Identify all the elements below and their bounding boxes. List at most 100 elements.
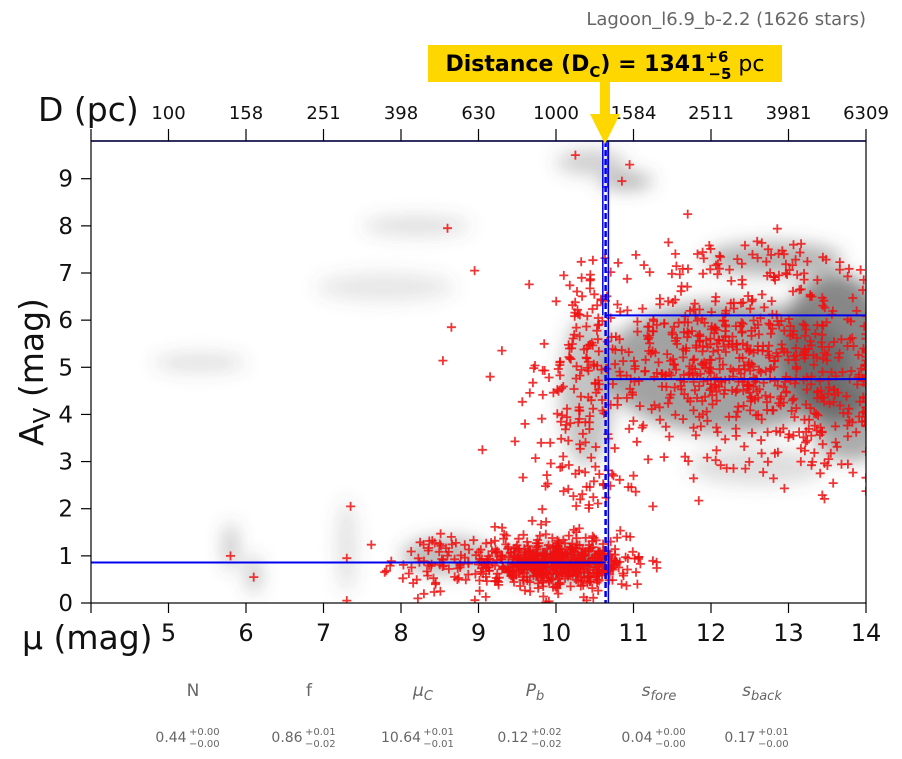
star-marker [792, 270, 802, 280]
star-marker [859, 275, 866, 285]
star-marker [592, 575, 602, 584]
star-marker [624, 347, 634, 357]
star-marker [582, 344, 592, 353]
param-value: 0.86 [271, 730, 302, 746]
star-marker [647, 404, 657, 414]
star-marker [461, 575, 471, 585]
star-marker [817, 293, 827, 303]
star-marker [818, 321, 828, 331]
star-marker [551, 296, 561, 306]
star-marker [848, 293, 858, 303]
star-marker [820, 494, 829, 504]
star-marker [689, 473, 699, 483]
distance-arrow-head [590, 114, 620, 144]
star-marker [611, 332, 621, 342]
star-marker [728, 332, 737, 342]
star-marker [763, 457, 773, 467]
star-marker [728, 342, 738, 352]
star-marker [779, 382, 789, 392]
star-marker [668, 298, 678, 307]
star-marker [790, 412, 799, 422]
star-marker [564, 460, 574, 470]
star-marker [560, 538, 570, 548]
star-marker [589, 361, 599, 371]
star-marker [737, 259, 747, 269]
star-marker [536, 438, 546, 448]
star-marker [761, 257, 771, 267]
star-marker [423, 546, 433, 555]
star-marker [777, 344, 787, 354]
star-marker [853, 350, 863, 360]
star-marker [598, 539, 608, 549]
top-tick-label: 100 [151, 103, 185, 124]
star-marker [648, 501, 658, 511]
star-marker [696, 421, 706, 431]
star-marker [706, 379, 716, 389]
star-marker [587, 583, 597, 593]
star-marker [773, 447, 783, 457]
star-marker [705, 334, 715, 344]
star-marker [587, 338, 597, 348]
star-marker [801, 438, 810, 447]
star-marker [802, 372, 812, 382]
star-marker [802, 385, 812, 395]
star-marker [513, 553, 523, 563]
star-marker [715, 252, 725, 262]
star-marker [503, 544, 513, 554]
star-marker [817, 337, 827, 347]
star-marker [844, 264, 854, 274]
star-marker [592, 326, 602, 336]
star-marker [598, 406, 608, 416]
star-marker [474, 547, 484, 557]
star-marker [525, 547, 535, 557]
x-tick-label: 14 [851, 619, 882, 647]
star-marker [539, 339, 549, 349]
star-marker [766, 329, 776, 339]
star-marker [578, 429, 588, 439]
star-marker [469, 535, 479, 545]
star-marker [716, 460, 726, 470]
star-marker [493, 546, 502, 556]
star-marker [749, 316, 759, 325]
star-marker [610, 544, 620, 554]
star-marker [565, 280, 575, 290]
star-marker [718, 360, 728, 370]
star-marker [752, 236, 762, 246]
star-marker [663, 237, 673, 247]
star-marker [861, 393, 866, 403]
star-marker [752, 387, 762, 396]
star-marker [829, 397, 839, 407]
star-marker [861, 409, 866, 419]
star-marker [429, 587, 439, 597]
param-name: N [187, 681, 200, 701]
param-name: f [306, 681, 313, 701]
star-marker [712, 325, 722, 335]
star-marker [796, 443, 806, 453]
star-marker [678, 344, 688, 354]
star-marker [852, 306, 862, 316]
star-marker [606, 267, 616, 277]
star-marker [835, 348, 844, 358]
star-marker [540, 366, 550, 375]
param-minus: −0.00 [758, 739, 789, 750]
star-marker [852, 379, 862, 389]
star-marker [815, 376, 825, 386]
star-marker [652, 563, 662, 573]
param-plus: +0.02 [531, 727, 562, 738]
star-marker [765, 268, 775, 278]
star-marker [661, 422, 671, 432]
param-minus: −0.00 [189, 739, 220, 750]
star-marker [690, 385, 700, 395]
star-marker [783, 432, 793, 442]
star-marker [695, 305, 704, 314]
star-marker [604, 575, 614, 585]
star-marker [828, 478, 838, 488]
star-marker [591, 442, 601, 452]
star-marker [678, 414, 688, 424]
star-marker [792, 362, 801, 372]
star-marker [497, 523, 507, 533]
star-marker [861, 352, 866, 362]
star-marker [555, 360, 565, 370]
star-marker [529, 363, 539, 373]
star-marker [747, 359, 757, 369]
